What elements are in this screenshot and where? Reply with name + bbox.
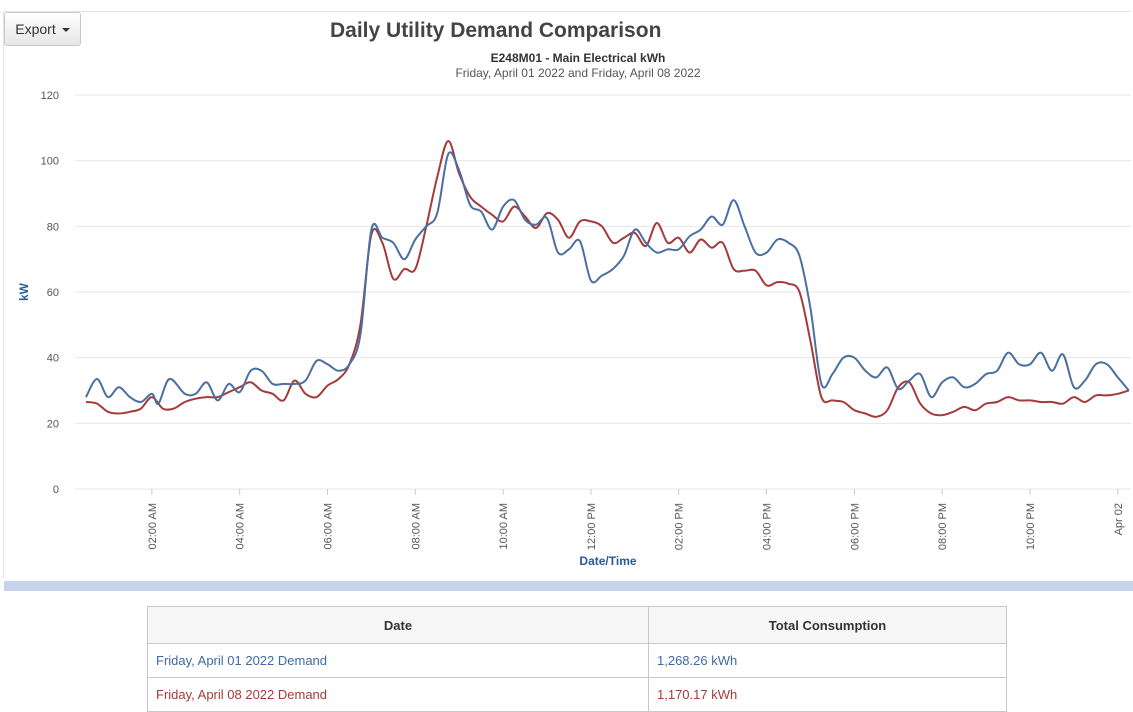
series-line-april-08: [85, 139, 1130, 418]
x-tick-label: 12:00 PM: [586, 503, 598, 550]
x-axis-title: Date/Time: [579, 554, 636, 568]
chart-title: Daily Utility Demand Comparison: [330, 19, 662, 42]
chart-subtitle: E248M01 - Main Electrical kWh: [490, 51, 666, 65]
caret-down-icon: [61, 28, 70, 32]
y-tick-label: 100: [41, 156, 59, 168]
series-line-april-01: [85, 151, 1130, 405]
export-button[interactable]: Export: [4, 12, 81, 46]
table-row: Friday, April 01 2022 Demand 1,268.26 kW…: [147, 643, 1007, 678]
column-header-date: Date: [147, 606, 649, 644]
column-header-total: Total Consumption: [648, 606, 1007, 644]
chart-panel: [3, 11, 1131, 579]
row-date: Friday, April 01 2022 Demand: [147, 643, 649, 678]
x-tick-label: 08:00 AM: [410, 503, 422, 549]
y-tick-label: 60: [47, 287, 59, 299]
x-tick-label: 10:00 PM: [1025, 503, 1037, 550]
x-tick-label: 04:00 PM: [762, 503, 774, 550]
y-tick-label: 20: [47, 418, 59, 430]
y-axis-title: kW: [17, 282, 31, 301]
y-tick-label: 0: [53, 484, 59, 496]
y-tick-label: 80: [47, 221, 59, 233]
section-divider: [4, 581, 1133, 591]
x-tick-label: 02:00 AM: [147, 503, 159, 549]
row-date: Friday, April 08 2022 Demand: [147, 677, 649, 712]
table-row: Friday, April 08 2022 Demand 1,170.17 kW…: [147, 677, 1007, 712]
x-tick-label: 06:00 AM: [322, 503, 334, 549]
x-tick-label: 06:00 PM: [849, 503, 861, 550]
x-tick-label: 04:00 AM: [235, 503, 247, 549]
consumption-table: Date Total Consumption Friday, April 01 …: [147, 606, 1007, 712]
table-header-row: Date Total Consumption: [147, 606, 1007, 644]
line-chart: 0 20 40 60 80 100 120 02:00 AM 04:00 AM 06:00 AM 0…: [17, 90, 1131, 568]
x-tick-label: 02:00 PM: [674, 503, 686, 550]
x-tick-label: 10:00 AM: [498, 503, 510, 549]
export-button-label: Export: [15, 21, 56, 37]
chart-date-range: Friday, April 01 2022 and Friday, April …: [455, 66, 701, 80]
row-total: 1,170.17 kWh: [648, 677, 1007, 712]
x-tick-label: Apr 02: [1113, 503, 1125, 535]
x-tick-label: 08:00 PM: [937, 503, 949, 550]
row-total: 1,268.26 kWh: [648, 643, 1007, 678]
y-tick-label: 120: [41, 90, 59, 102]
y-tick-label: 40: [47, 353, 59, 365]
